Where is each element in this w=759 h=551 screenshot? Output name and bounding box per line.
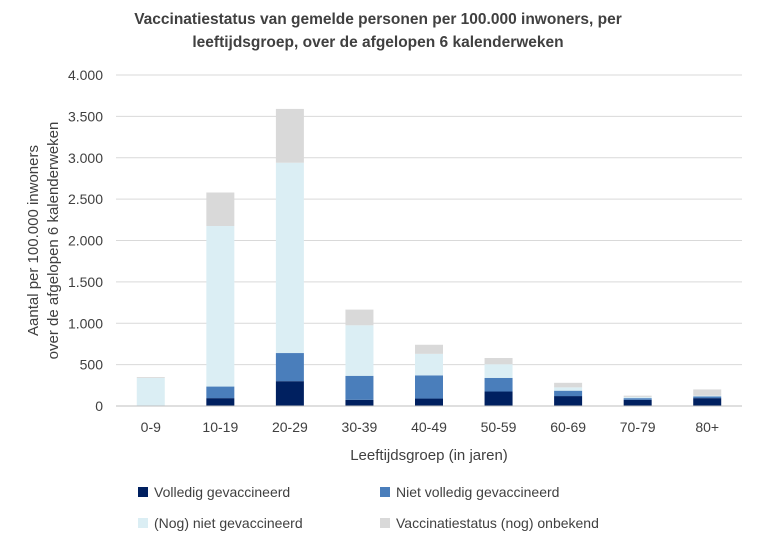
bar-segment — [693, 389, 722, 396]
y-tick-label: 2.000 — [68, 233, 103, 249]
bar-segment — [693, 398, 722, 406]
y-axis-title: Aantal per 100.000 inwoners over de afgel… — [25, 122, 62, 360]
y-tick-label: 0 — [95, 398, 103, 414]
y-tick-label: 4.000 — [68, 67, 103, 83]
chart-title: Vaccinatiestatus van gemelde personen pe… — [134, 11, 622, 51]
bar-segment — [415, 375, 443, 399]
bar-segment — [554, 396, 583, 406]
bar-segment — [275, 108, 304, 163]
y-tick-label: 3.500 — [68, 108, 103, 124]
legend-swatch — [380, 518, 390, 528]
bar-segment — [345, 325, 374, 376]
bars — [136, 108, 722, 406]
bar-segment — [345, 309, 374, 326]
chart-title-line: leeftijdsgroep, over de afgelopen 6 kale… — [192, 34, 563, 51]
x-tick-label: 60-69 — [550, 419, 586, 435]
y-axis-title-text: Aantal per 100.000 inwoners over de afgel… — [25, 122, 62, 360]
bar-segment — [206, 386, 235, 399]
bar-segment — [275, 353, 304, 382]
bar-segment — [136, 377, 165, 406]
legend-label: Volledig gevaccineerd — [154, 484, 290, 500]
legend-swatch — [380, 487, 390, 497]
bar-segment — [623, 398, 652, 400]
y-axis-title-line: over de afgelopen 6 kalenderweken — [45, 122, 62, 360]
bar-segment — [623, 399, 652, 406]
x-axis-ticks: 0-9 10-19 20-29 30-39 40-49 50-59 60-69 70-79 80… — [141, 419, 719, 435]
y-tick-label: 1.500 — [68, 274, 103, 290]
bar-segment — [484, 377, 513, 392]
bar-segment — [554, 387, 583, 391]
x-tick-label: 40-49 — [411, 419, 447, 435]
legend: Volledig gevaccineerd Niet volledig gevac… — [138, 484, 599, 531]
bar-segment — [206, 192, 235, 227]
x-tick-label: 50-59 — [481, 419, 517, 435]
bar-segment — [623, 396, 652, 399]
x-tick-label: 0-9 — [141, 419, 161, 435]
y-axis-ticks: 0 500 1.000 1.500 2.000 2.500 3.000 3.500 4.000 — [68, 67, 103, 414]
bar-segment — [623, 395, 652, 397]
y-tick-label: 2.500 — [68, 191, 103, 207]
bar-segment — [345, 399, 374, 406]
bar-segment — [484, 391, 513, 406]
bar-segment — [415, 353, 443, 376]
y-tick-label: 1.000 — [68, 315, 103, 331]
bar-segment — [484, 364, 513, 378]
bar-segment — [345, 375, 374, 400]
x-tick-label: 70-79 — [620, 419, 656, 435]
bar-segment — [693, 396, 722, 399]
x-tick-label: 20-29 — [272, 419, 308, 435]
y-tick-label: 500 — [80, 357, 104, 373]
bar-segment — [554, 390, 583, 397]
bar-segment — [693, 395, 722, 397]
bar-segment — [206, 226, 235, 387]
legend-label: Vaccinatiestatus (nog) onbekend — [396, 515, 599, 531]
x-tick-label: 80+ — [695, 419, 719, 435]
legend-swatch — [138, 487, 148, 497]
x-tick-label: 10-19 — [202, 419, 238, 435]
bar-segment — [484, 358, 513, 365]
legend-swatch — [138, 518, 148, 528]
x-axis-title-text: Leeftijdsgroep (in jaren) — [350, 447, 508, 464]
x-tick-label: 30-39 — [342, 419, 378, 435]
bar-segment — [554, 382, 583, 388]
x-axis-title: Leeftijdsgroep (in jaren) — [350, 447, 508, 464]
chart-title-line: Vaccinatiestatus van gemelde personen pe… — [134, 11, 622, 28]
bar-segment — [415, 398, 443, 406]
bar-segment — [136, 377, 165, 378]
legend-label: Niet volledig gevaccineerd — [396, 484, 559, 500]
bar-segment — [206, 398, 235, 406]
bar-segment — [275, 162, 304, 354]
y-axis-title-line: Aantal per 100.000 inwoners — [25, 145, 42, 336]
legend-label: (Nog) niet gevaccineerd — [154, 515, 303, 531]
bar-segment — [275, 381, 304, 406]
y-tick-label: 3.000 — [68, 150, 103, 166]
bar-segment — [415, 344, 443, 354]
